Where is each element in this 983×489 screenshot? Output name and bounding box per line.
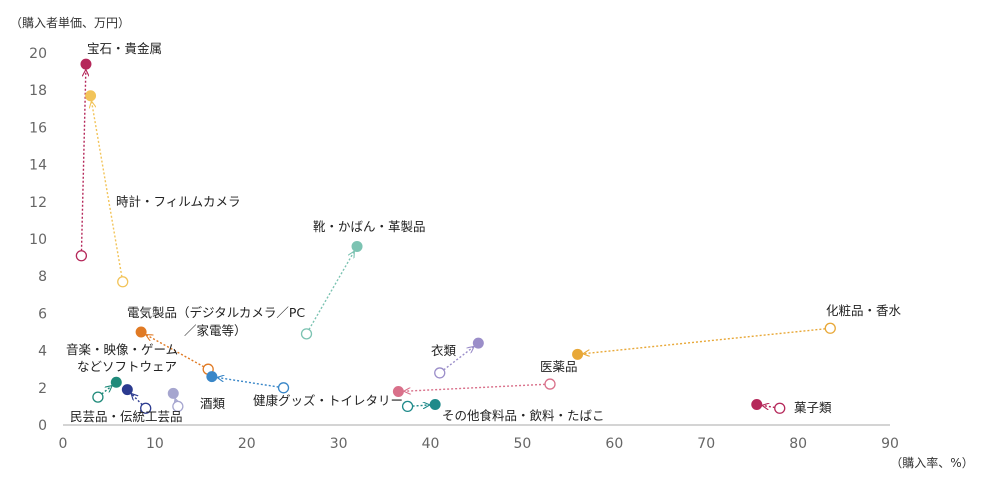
- x-tick-label: 70: [697, 436, 715, 452]
- x-axis-title: （購入率、%）: [890, 455, 973, 470]
- point-label: 時計・フィルムカメラ: [116, 194, 241, 209]
- end-point: [472, 337, 484, 349]
- end-point: [121, 384, 133, 396]
- y-tick-labels: 0 2 4 6 8 10 12 14 16 18 20: [29, 46, 47, 434]
- start-point: [434, 367, 446, 379]
- x-tick-label: 80: [789, 436, 807, 452]
- series-arrow: [146, 335, 205, 368]
- start-point: [300, 328, 313, 340]
- series-arrow: [404, 383, 546, 391]
- point-label: 電気製品（デジタルカメラ／PC: [127, 305, 305, 320]
- point-label: ／家電等）: [184, 323, 247, 338]
- x-tick-label: 20: [238, 436, 256, 452]
- end-point: [110, 376, 122, 388]
- series-arrow: [101, 386, 112, 395]
- y-tick-label: 12: [29, 195, 47, 211]
- axes: （購入者単価、万円） （購入率、%）: [10, 16, 974, 470]
- y-tick-label: 18: [29, 83, 47, 99]
- x-tick-label: 90: [881, 436, 899, 452]
- start-point: [75, 250, 88, 262]
- end-point: [167, 387, 179, 399]
- point-label: 宝石・貴金属: [87, 41, 162, 56]
- y-tick-label: 2: [38, 381, 47, 397]
- series-arrow: [92, 102, 123, 277]
- series-arrow: [412, 405, 430, 406]
- point-label: 健康グッズ・トイレタリー: [253, 393, 403, 408]
- point-label: その他食料品・飲料・たばこ: [442, 408, 605, 423]
- y-tick-label: 6: [38, 306, 47, 322]
- start-point: [401, 400, 414, 413]
- x-tick-labels: 0 10 20 30 40 50 60 70 80 90: [59, 436, 899, 452]
- end-point: [85, 90, 97, 102]
- point-label: 衣類: [431, 343, 457, 358]
- x-tick-label: 0: [59, 436, 68, 452]
- series-arrow: [80, 70, 85, 251]
- point-label: 酒類: [200, 396, 226, 411]
- start-point: [774, 402, 786, 414]
- start-point: [140, 402, 152, 414]
- end-point: [751, 399, 763, 411]
- end-point: [206, 371, 218, 383]
- point-label: 菓子類: [794, 400, 832, 415]
- end-point: [80, 58, 92, 70]
- y-tick-label: 8: [38, 269, 47, 285]
- point-label: 靴・かばん・革製品: [313, 219, 426, 234]
- x-tick-label: 40: [422, 436, 440, 452]
- series-arrow: [218, 378, 279, 388]
- series-arrow: [132, 394, 143, 406]
- series-arrow: [308, 252, 354, 330]
- end-point: [392, 386, 404, 398]
- arrow-layer: [80, 70, 826, 407]
- point-label: 医薬品: [540, 359, 578, 374]
- end-point: [572, 348, 584, 360]
- point-label: などソフトウェア: [77, 359, 177, 374]
- y-tick-label: 20: [29, 46, 47, 62]
- y-tick-label: 16: [29, 120, 47, 136]
- y-tick-label: 10: [29, 232, 47, 248]
- x-tick-label: 50: [514, 436, 532, 452]
- y-tick-label: 4: [38, 344, 47, 360]
- x-tick-label: 60: [605, 436, 623, 452]
- start-point: [277, 382, 290, 394]
- x-tick-label: 10: [146, 436, 164, 452]
- start-point: [172, 400, 184, 413]
- start-point: [92, 391, 104, 403]
- point-layer: [75, 58, 836, 414]
- series-arrow: [763, 405, 775, 407]
- series-arrow: [584, 328, 826, 354]
- end-point: [351, 240, 363, 252]
- y-tick-label: 14: [29, 158, 47, 174]
- end-point: [135, 326, 147, 338]
- start-point: [824, 322, 836, 334]
- end-point: [429, 399, 441, 411]
- x-tick-label: 30: [330, 436, 348, 452]
- point-label: 音楽・映像・ゲーム: [66, 342, 178, 357]
- y-tick-label: 0: [38, 418, 47, 434]
- point-label: 民芸品・伝統工芸品: [70, 409, 183, 424]
- y-axis-title: （購入者単価、万円）: [10, 16, 130, 30]
- start-point: [544, 378, 556, 390]
- point-label: 化粧品・香水: [826, 303, 902, 318]
- start-point: [117, 276, 129, 288]
